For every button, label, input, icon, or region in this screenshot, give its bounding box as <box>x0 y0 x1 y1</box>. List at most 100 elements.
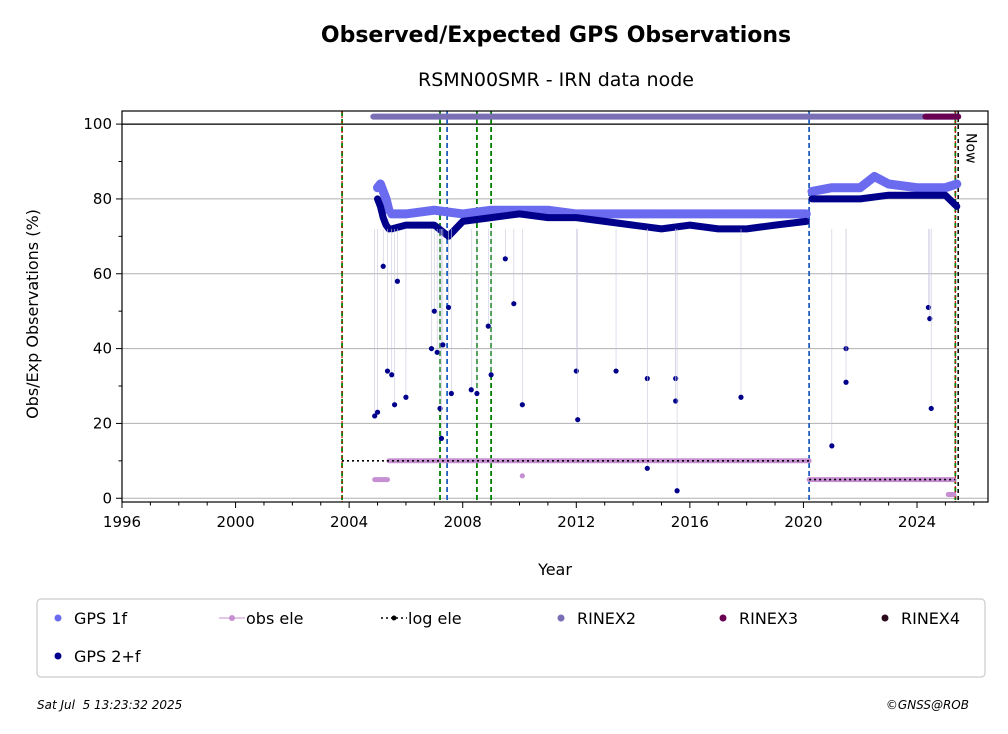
data-point <box>808 195 815 202</box>
data-point <box>772 210 779 217</box>
grid <box>122 123 988 499</box>
outlier-point <box>391 402 398 408</box>
outlier-point <box>843 379 849 385</box>
series-gps-1f <box>373 172 962 219</box>
outlier-point <box>519 402 525 408</box>
data-point <box>871 173 878 180</box>
legend-swatch-marker <box>54 614 62 622</box>
data-point <box>942 184 949 191</box>
data-point <box>953 180 960 187</box>
legend-swatch-marker <box>557 614 565 622</box>
data-point <box>380 214 387 221</box>
data-point <box>459 210 466 217</box>
y-axis-ticks: 0 20 40 60 80 100 <box>83 115 122 507</box>
data-point <box>544 214 551 221</box>
outlier-point <box>434 349 440 355</box>
outlier-point <box>438 435 445 441</box>
data-point <box>630 222 637 229</box>
data-point <box>715 210 722 217</box>
legend: GPS 1f obs ele log ele RINEX2 RINEX3 RINEX4 GP… <box>54 609 960 666</box>
outlier-point <box>485 323 491 329</box>
legend-item-gps-1f: GPS 1f <box>54 609 127 628</box>
y-tick-label: 100 <box>83 115 112 133</box>
outlier-point <box>925 304 931 311</box>
data-point <box>772 222 779 229</box>
outlier-point <box>488 372 494 378</box>
data-point <box>431 207 438 214</box>
legend-swatch-marker <box>391 615 397 621</box>
data-point <box>828 184 835 191</box>
outlier-point <box>674 488 680 494</box>
legend-item-gps-2-f: GPS 2+f <box>54 647 141 666</box>
data-point <box>516 210 523 217</box>
data-point <box>374 195 381 202</box>
legend-label: RINEX2 <box>577 609 636 628</box>
y-tick-label: 20 <box>93 414 112 432</box>
data-point <box>743 210 750 217</box>
outlier-point <box>511 301 517 307</box>
outlier-point <box>519 473 525 479</box>
legend-item-rinex2: RINEX2 <box>557 609 636 628</box>
outlier-point <box>431 308 437 314</box>
footer-timestamp: Sat Jul 5 13:23:32 2025 <box>37 698 182 712</box>
legend-item-log-ele: log ele <box>381 609 462 628</box>
data-point <box>383 195 390 202</box>
outlier-point <box>927 316 933 322</box>
outlier-point <box>502 256 508 262</box>
data-point <box>803 210 810 217</box>
outlier-point <box>673 398 679 404</box>
plot-series <box>342 113 962 497</box>
data-point <box>380 188 387 195</box>
outlier-point <box>372 413 378 419</box>
legend-label: obs ele <box>246 609 304 628</box>
legend-label: RINEX4 <box>901 609 960 628</box>
outlier-point <box>440 342 446 348</box>
outlier-point <box>428 345 435 352</box>
series-gps-2-f <box>372 191 961 494</box>
x-tick-label: 2004 <box>330 513 368 531</box>
x-tick-label: 2016 <box>671 513 709 531</box>
data-point <box>857 184 864 191</box>
outlier-point <box>384 368 391 374</box>
y-tick-label: 80 <box>93 190 112 208</box>
plot-frame <box>121 110 989 503</box>
data-point <box>488 214 495 221</box>
legend-item-rinex3: RINEX3 <box>719 609 798 628</box>
data-point <box>743 225 750 232</box>
outlier-point <box>394 278 401 284</box>
data-point <box>402 210 409 217</box>
legend-swatch-marker <box>54 652 62 660</box>
outlier-point <box>928 405 934 412</box>
outlier-point <box>445 304 452 311</box>
data-point <box>459 218 466 225</box>
legend-swatch-marker <box>719 614 727 622</box>
data-point <box>658 225 665 232</box>
chart-subtitle: RSMN00SMR - IRN data node <box>418 69 694 91</box>
data-point <box>885 192 892 199</box>
series-obs-ele <box>372 458 957 497</box>
data-point <box>573 214 580 221</box>
data-point <box>914 192 921 199</box>
outlier-point <box>468 387 474 393</box>
x-tick-label: 2000 <box>216 513 254 531</box>
x-tick-label: 2020 <box>784 513 822 531</box>
chart-title: Observed/Expected GPS Observations <box>321 23 791 48</box>
data-point <box>601 210 608 217</box>
legend-swatch-marker <box>881 614 889 622</box>
footer-credit: ©GNSS@ROB <box>886 698 969 712</box>
outlier-point <box>437 405 443 412</box>
data-point <box>388 210 395 217</box>
outlier-point <box>448 390 454 397</box>
legend-label: GPS 1f <box>74 609 127 628</box>
legend-label: RINEX3 <box>739 609 798 628</box>
x-tick-label: 2008 <box>444 513 482 531</box>
y-tick-label: 0 <box>102 489 112 507</box>
data-point <box>686 222 693 229</box>
outlier-point <box>575 417 581 423</box>
data-point <box>942 192 949 199</box>
data-point <box>377 180 384 187</box>
outlier-point <box>644 465 650 471</box>
data-point <box>914 184 921 191</box>
outlier-point <box>474 390 480 397</box>
